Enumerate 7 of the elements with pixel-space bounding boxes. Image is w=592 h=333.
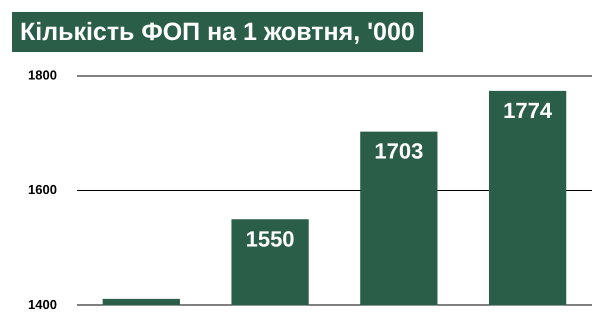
y-tick-label: 1400 (28, 296, 57, 312)
data-label: 1703 (374, 138, 424, 164)
data-label: 1774 (503, 98, 553, 123)
chart-title: Кількість ФОП на 1 жовтня, '000 (12, 12, 423, 52)
y-tick-label: 1800 (28, 68, 57, 83)
data-label: 1550 (246, 226, 295, 252)
y-tick-label: 1600 (28, 182, 57, 198)
